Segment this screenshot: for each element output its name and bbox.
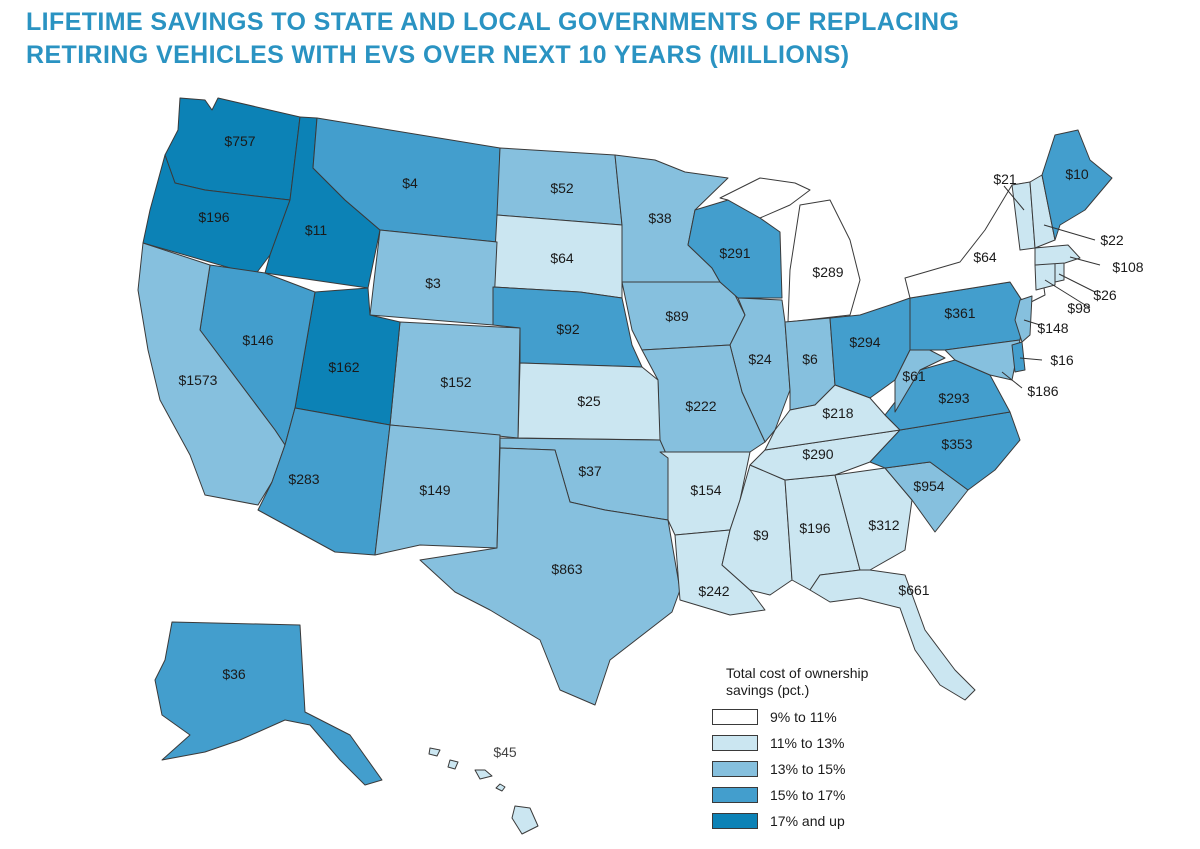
legend-item: 9% to 11% [712,704,912,730]
leader-NJ [1023,319,1041,326]
chart-title-line-1: LIFETIME SAVINGS TO STATE AND LOCAL GOVE… [26,8,960,36]
state-TX[interactable] [419,447,681,706]
chart-title: LIFETIME SAVINGS TO STATE AND LOCAL GOVE… [26,6,1176,72]
label-MD: $186 [1027,383,1058,399]
legend-title-line-2: savings (pct.) [726,682,810,698]
leader-MA [1069,256,1101,266]
legend-label: 13% to 15% [770,761,846,777]
label-WV: $61 [902,368,926,384]
leader-DE [1019,357,1043,361]
label-MN: $38 [648,210,672,226]
state-ME[interactable] [1041,129,1113,241]
label-MI: $289 [812,264,843,280]
legend: Total cost of ownership savings (pct.) 9… [712,665,912,834]
label-SD: $64 [550,250,574,266]
label-CT: $98 [1067,300,1091,316]
leader-NH [1043,224,1096,241]
state-DE[interactable] [1011,341,1026,373]
state-HI[interactable] [428,747,539,835]
state-WA[interactable] [164,97,301,201]
label-NV: $146 [242,332,273,348]
legend-item: 17% and up [712,808,912,834]
label-NC: $353 [941,436,972,452]
state-MI[interactable] [719,177,861,323]
label-CO: $152 [440,374,471,390]
label-TX: $863 [551,561,582,577]
legend-item: 15% to 17% [712,782,912,808]
label-MT: $4 [402,175,418,191]
label-ID: $11 [305,222,328,238]
label-ND: $52 [550,180,574,196]
label-NH: $22 [1100,232,1124,248]
legend-swatch [712,735,758,751]
label-IA: $89 [665,308,689,324]
label-SC: $954 [913,478,944,494]
state-IL[interactable] [729,297,791,443]
state-MD[interactable] [944,339,1021,381]
state-AK[interactable] [154,621,383,786]
label-MA: $108 [1112,259,1143,275]
label-MO: $222 [685,398,716,414]
label-NY: $64 [973,249,997,265]
label-MS: $9 [753,527,769,543]
legend-label: 9% to 11% [770,709,837,725]
label-ME: $10 [1065,166,1089,182]
state-MA[interactable] [1034,244,1081,266]
leader-VT [1003,185,1025,211]
label-RI: $26 [1093,287,1117,303]
legend-label: 11% to 13% [770,735,845,751]
label-NJ: $148 [1037,320,1068,336]
legend-swatch [712,709,758,725]
label-KS: $25 [577,393,601,409]
legend-item: 11% to 13% [712,730,912,756]
label-NM: $149 [419,482,450,498]
legend-item: 13% to 15% [712,756,912,782]
label-AL: $196 [799,520,830,536]
label-IN: $6 [802,351,818,367]
legend-swatch [712,787,758,803]
label-TN: $290 [802,446,833,462]
state-FL[interactable] [809,569,976,701]
label-CA: $1573 [179,372,218,388]
label-VT: $21 [993,171,1017,187]
label-WA: $757 [224,133,255,149]
state-CA[interactable] [137,242,286,506]
label-IL: $24 [748,351,772,367]
state-NJ[interactable] [1014,295,1033,343]
label-WI: $291 [719,245,750,261]
leader-CT [1044,279,1091,309]
label-PA: $361 [944,305,975,321]
state-RI[interactable] [1054,262,1065,283]
label-KY: $218 [822,405,853,421]
legend-title-line-1: Total cost of ownership [726,665,869,681]
legend-title: Total cost of ownership savings (pct.) [726,665,912,699]
legend-label: 15% to 17% [770,787,846,803]
label-HI: $45 [493,744,517,760]
chart-title-line-2: RETIRING VEHICLES WITH EVS OVER NEXT 10 … [26,41,850,69]
label-OR: $196 [198,209,229,225]
label-OH: $294 [849,334,880,350]
legend-label: 17% and up [770,813,845,829]
legend-swatch [712,761,758,777]
leader-RI [1058,273,1096,293]
legend-swatch [712,813,758,829]
label-VA: $293 [938,390,969,406]
label-WY: $3 [425,275,441,291]
label-LA: $242 [698,583,729,599]
label-AZ: $283 [288,471,319,487]
label-OK: $37 [578,463,602,479]
label-AR: $154 [690,482,721,498]
label-GA: $312 [868,517,899,533]
state-CT[interactable] [1034,262,1056,291]
leader-MD [1001,371,1023,389]
label-UT: $162 [328,359,359,375]
label-NE: $92 [556,321,580,337]
label-DE: $16 [1050,352,1074,368]
label-FL: $661 [898,582,929,598]
label-AK: $36 [222,666,246,682]
state-NM[interactable] [374,424,501,556]
